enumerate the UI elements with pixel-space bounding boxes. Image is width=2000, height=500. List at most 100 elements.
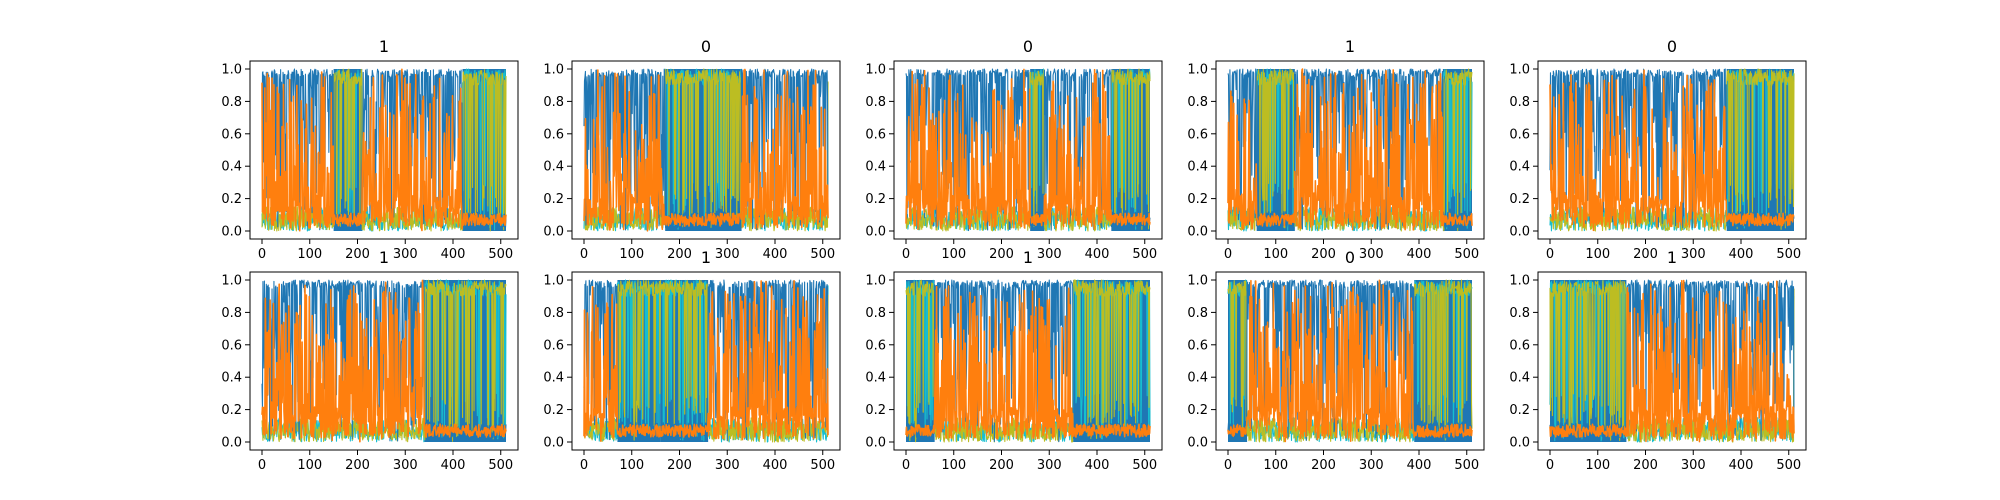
y-tick-label: 0.2	[543, 403, 564, 418]
axes-frame	[1537, 271, 1807, 451]
series-orange	[1227, 68, 1473, 232]
x-tick-label: 300	[715, 247, 740, 262]
x-tick-label: 0	[902, 247, 910, 262]
y-tick-label: 0.4	[221, 371, 242, 386]
y-tick-label: 0.8	[1509, 95, 1530, 110]
x-tick-label: 100	[619, 458, 644, 473]
y-tick-label: 1.0	[1187, 63, 1208, 78]
y-tick-label: 0.0	[865, 436, 886, 451]
plot-area	[1227, 279, 1473, 443]
axes-frame	[893, 271, 1163, 451]
series-orange	[261, 279, 507, 443]
x-tick-label: 200	[667, 247, 692, 262]
y-tick-label: 0.2	[543, 192, 564, 207]
plot-area	[905, 68, 1151, 232]
subplot-title: 1	[379, 248, 389, 267]
x-tick-label: 400	[1407, 247, 1432, 262]
plot-area	[905, 279, 1151, 443]
x-tick-label: 300	[1359, 458, 1384, 473]
x-tick-label: 300	[1037, 458, 1062, 473]
x-tick-label: 100	[941, 458, 966, 473]
x-tick-label: 400	[1085, 458, 1110, 473]
y-tick-label: 0.2	[1509, 192, 1530, 207]
subplot-title: 0	[1667, 37, 1677, 56]
x-tick-label: 0	[580, 247, 588, 262]
x-tick-label: 200	[1311, 458, 1336, 473]
y-tick-label: 0.8	[543, 306, 564, 321]
y-tick-label: 1.0	[221, 63, 242, 78]
y-tick-label: 0.0	[1509, 436, 1530, 451]
x-tick-label: 200	[667, 458, 692, 473]
x-tick-label: 200	[345, 458, 370, 473]
y-tick-label: 0.0	[221, 225, 242, 240]
x-tick-label: 100	[1263, 247, 1288, 262]
subplot-title: 0	[1345, 248, 1355, 267]
x-tick-label: 300	[393, 247, 418, 262]
x-tick-label: 400	[1407, 458, 1432, 473]
x-tick-label: 400	[441, 247, 466, 262]
subplot-2: 0 0 100 200 300 400 500 0.0 0.2 0.4 0.6 0.8 1.0	[543, 37, 841, 262]
y-tick-label: 0.6	[1187, 338, 1208, 353]
x-tick-label: 500	[1776, 458, 1801, 473]
x-tick-label: 0	[1224, 247, 1232, 262]
x-tick-label: 500	[488, 458, 513, 473]
x-tick-label: 500	[810, 458, 835, 473]
y-tick-label: 0.0	[221, 436, 242, 451]
y-tick-label: 0.2	[221, 403, 242, 418]
x-tick-label: 0	[258, 458, 266, 473]
series-orange	[1227, 279, 1473, 443]
y-tick-label: 0.6	[1187, 127, 1208, 142]
y-tick-label: 1.0	[1509, 63, 1530, 78]
subplot-title: 1	[1345, 37, 1355, 56]
y-tick-label: 0.6	[221, 338, 242, 353]
subplot-title: 1	[1667, 248, 1677, 267]
x-tick-label: 400	[1729, 247, 1754, 262]
x-tick-label: 300	[1359, 247, 1384, 262]
y-tick-label: 1.0	[865, 274, 886, 289]
y-tick-label: 0.0	[543, 436, 564, 451]
axes-frame	[249, 60, 519, 240]
series-orange	[905, 68, 1151, 230]
plot-area	[1549, 279, 1795, 443]
y-tick-label: 0.8	[865, 306, 886, 321]
y-tick-label: 0.6	[865, 127, 886, 142]
plot-area	[583, 279, 829, 443]
x-tick-label: 400	[763, 247, 788, 262]
series-orange	[1549, 69, 1795, 232]
y-tick-label: 1.0	[543, 274, 564, 289]
y-tick-label: 1.0	[1187, 274, 1208, 289]
subplot-7: 1 0 100 200 300 400 500 0.0 0.2 0.4 0.6 0.8 1.0	[543, 248, 841, 473]
x-tick-label: 400	[1085, 247, 1110, 262]
plot-area	[261, 279, 507, 443]
y-tick-label: 0.6	[1509, 127, 1530, 142]
y-tick-label: 0.8	[1187, 95, 1208, 110]
axes-frame	[893, 60, 1163, 240]
x-tick-label: 100	[1585, 247, 1610, 262]
x-tick-label: 0	[1546, 247, 1554, 262]
y-tick-label: 0.6	[543, 338, 564, 353]
y-tick-label: 0.0	[865, 225, 886, 240]
y-tick-label: 1.0	[1509, 274, 1530, 289]
y-tick-label: 0.2	[1187, 192, 1208, 207]
axes-frame	[1215, 60, 1485, 240]
x-tick-label: 0	[580, 458, 588, 473]
subplot-5: 0 0 100 200 300 400 500 0.0 0.2 0.4 0.6 0.8 1.0	[1509, 37, 1807, 262]
axes-frame	[571, 60, 841, 240]
y-tick-label: 0.4	[1509, 371, 1530, 386]
y-tick-label: 0.8	[865, 95, 886, 110]
y-tick-label: 0.0	[543, 225, 564, 240]
subplot-9: 0 0 100 200 300 400 500 0.0 0.2 0.4 0.6 0.8 1.0	[1187, 248, 1485, 473]
y-tick-label: 0.2	[865, 403, 886, 418]
series-blue	[905, 68, 1151, 232]
x-tick-label: 300	[393, 458, 418, 473]
x-tick-label: 0	[1224, 458, 1232, 473]
x-tick-label: 100	[1585, 458, 1610, 473]
x-tick-label: 300	[715, 458, 740, 473]
y-tick-label: 0.2	[1509, 403, 1530, 418]
y-tick-label: 0.4	[1509, 160, 1530, 175]
series-orange	[1549, 279, 1795, 443]
series-orange	[905, 285, 1151, 440]
x-tick-label: 400	[763, 458, 788, 473]
subplot-3: 0 0 100 200 300 400 500 0.0 0.2 0.4 0.6 0.8 1.0	[865, 37, 1163, 262]
y-tick-label: 0.0	[1187, 225, 1208, 240]
